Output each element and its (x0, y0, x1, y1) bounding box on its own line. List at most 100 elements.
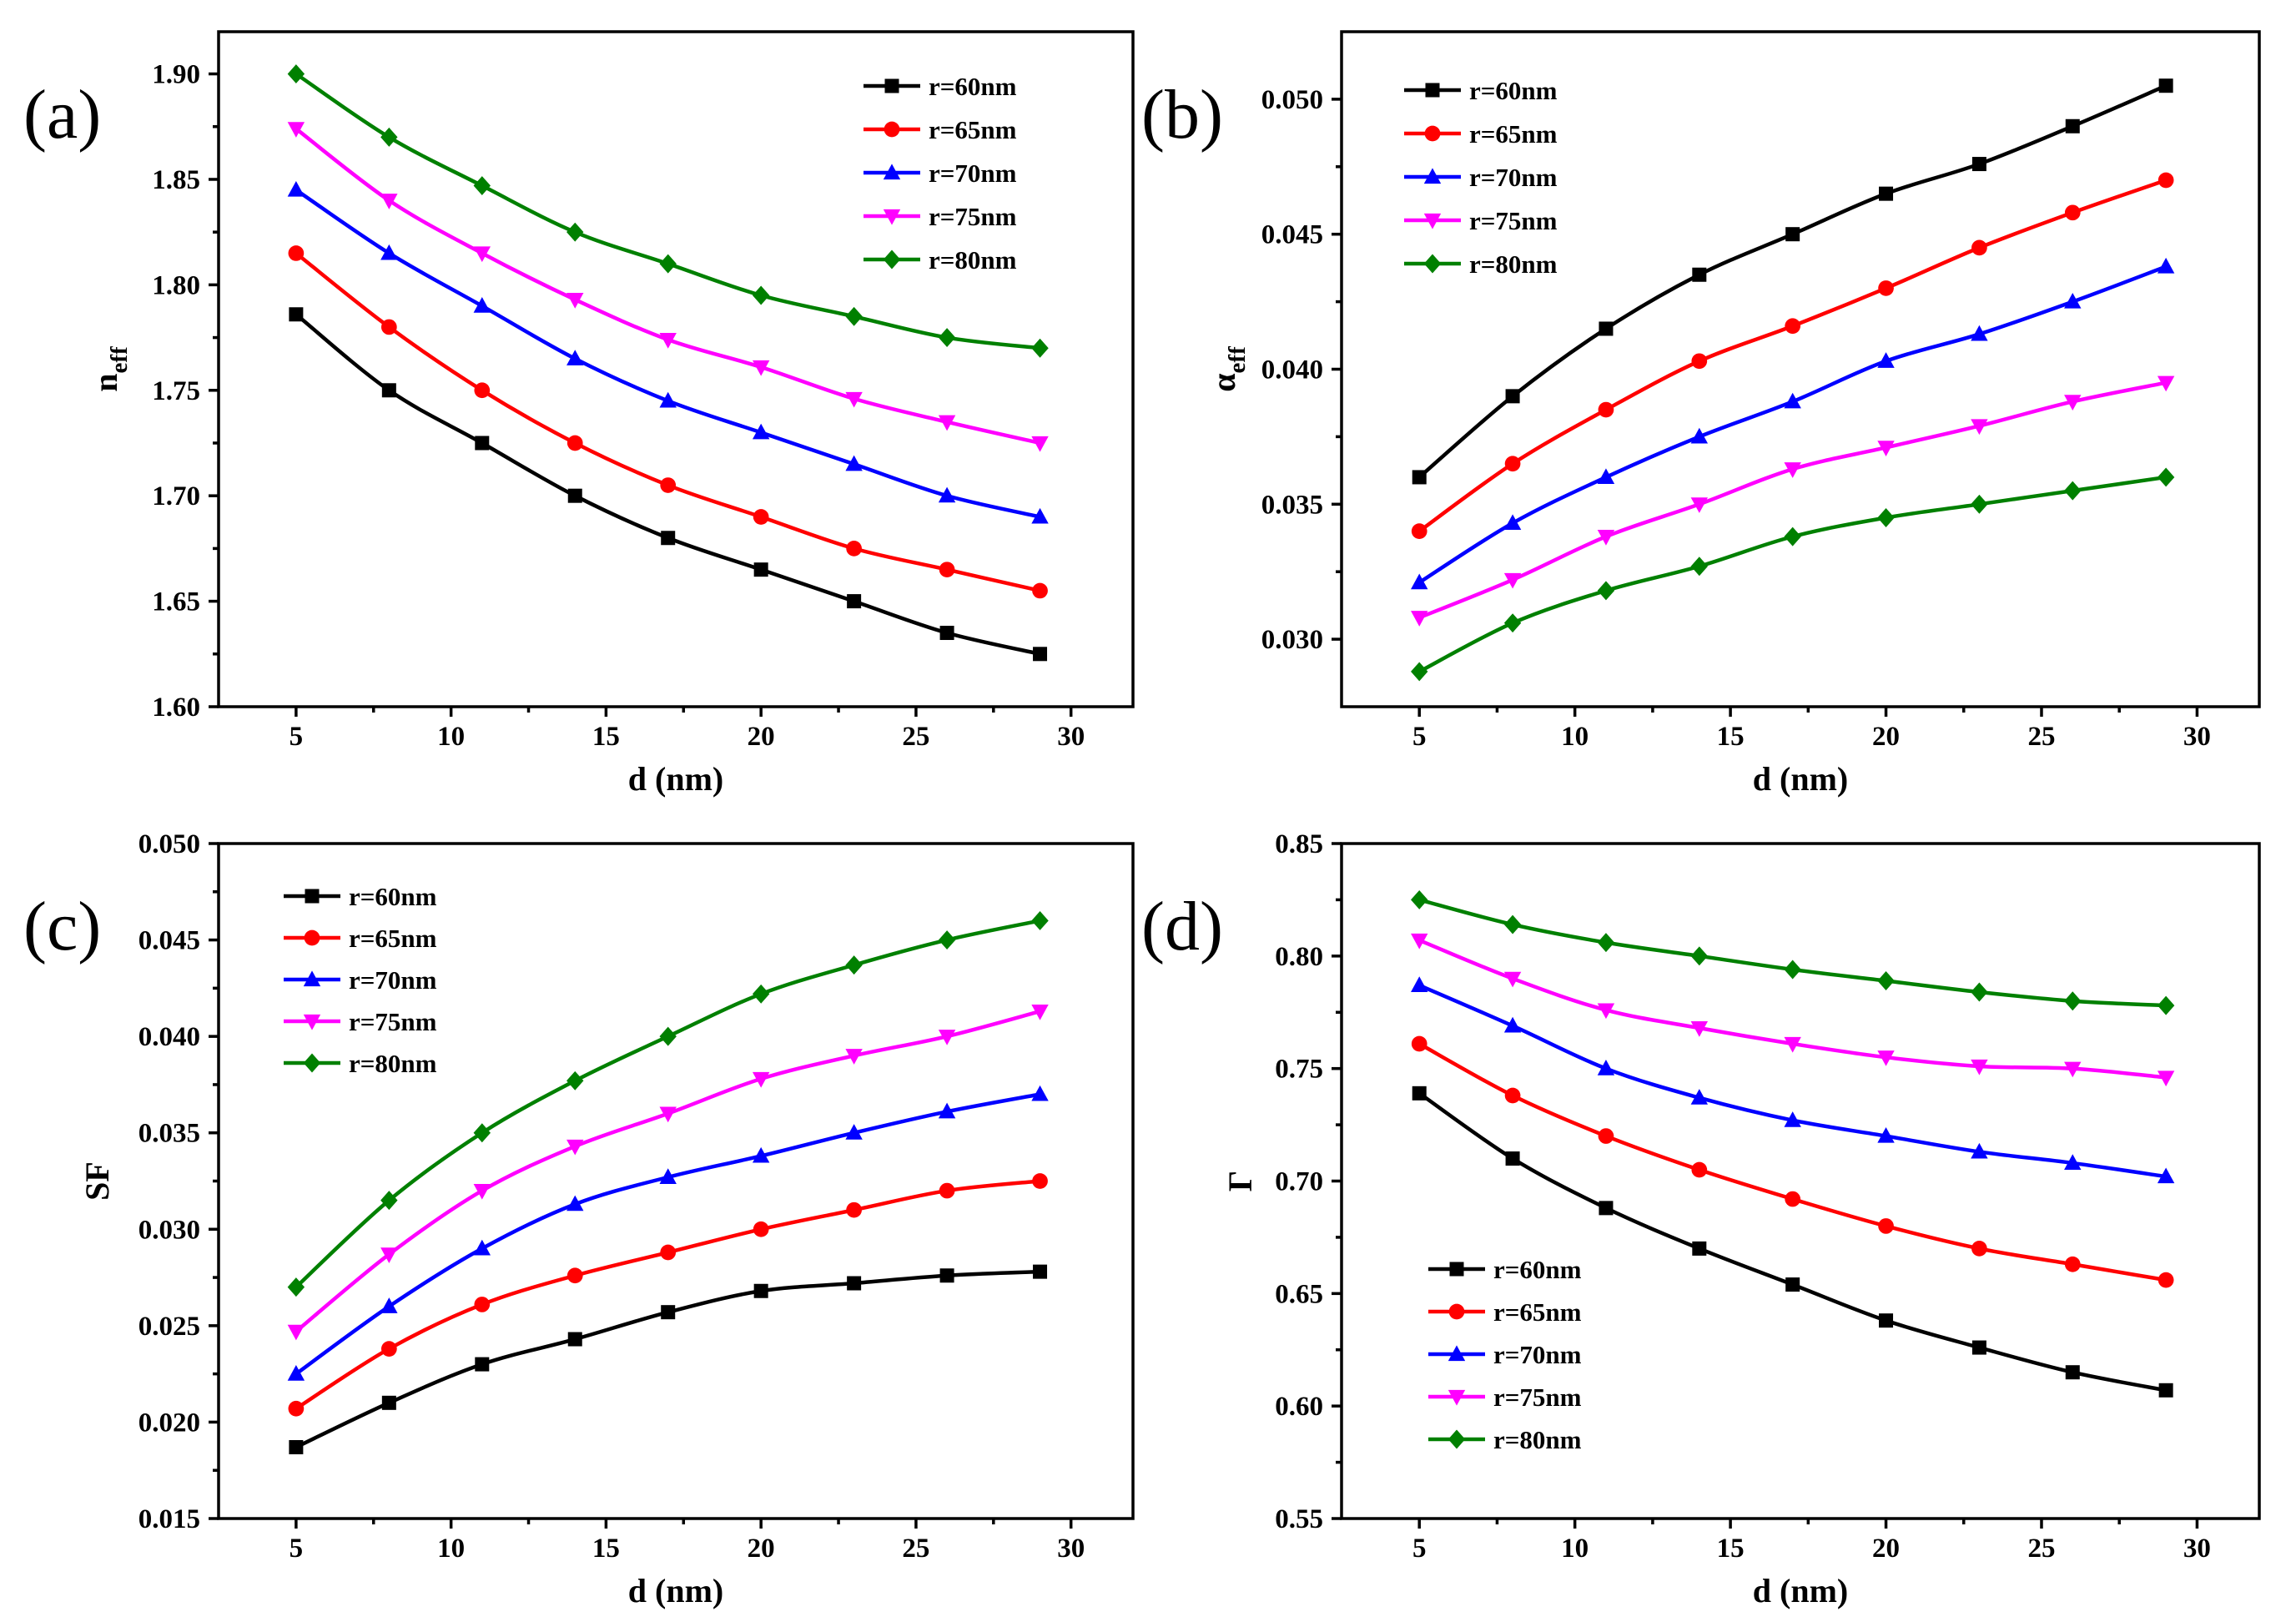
panel-b-legend-item: r=80nm (1404, 249, 1558, 279)
panel-b-xtick-label: 10 (1561, 722, 1589, 752)
panel-b-series-3-point (1597, 468, 1615, 485)
panel-b-series-4-point (1971, 419, 1988, 436)
panel-a-legend-marker (883, 164, 901, 180)
panel-d-series-4-point (1411, 933, 1428, 950)
panel-b-xtick-label: 15 (1717, 722, 1745, 752)
panel-b-series-5-point (2157, 467, 2175, 487)
panel-c-ytick-label: 0.035 (138, 1119, 200, 1149)
panel-d-xtick-label: 10 (1561, 1534, 1589, 1564)
panel-c-legend-item: r=75nm (284, 1007, 437, 1036)
panel-c-series-3-point (473, 1239, 491, 1256)
panel-d-series-1-point (1785, 1277, 1800, 1292)
panel-b-series-2-point (1971, 239, 1987, 256)
panel-c-series-1 (289, 1264, 1048, 1454)
panel-d-series-5-line (1417, 898, 2168, 1008)
panel-a-xlabel: d (nm) (628, 760, 723, 798)
panel-d-legend-marker (1449, 1262, 1464, 1277)
panel-d-series-2-point (1971, 1241, 1987, 1257)
panel-c-series-1-point (475, 1357, 490, 1372)
panel-b-series-4-line (1417, 380, 2168, 620)
panel-c-series-2-point (380, 1341, 397, 1357)
panel-d-xtick-label: 30 (2183, 1534, 2211, 1564)
panel-b-series-4-point (1503, 572, 1522, 589)
panel-d-series-3-point (2064, 1154, 2082, 1171)
panel-a-legend-item: r=65nm (864, 115, 1017, 144)
panel-d-xtick-label: 15 (1717, 1534, 1745, 1564)
panel-b-ytick-label: 0.045 (1261, 220, 1323, 250)
panel-a-frame (217, 30, 1135, 708)
panel-a-series-5-point (287, 64, 305, 84)
panel-c-xtick-label: 5 (290, 1534, 304, 1564)
panel-b-series-5-point (1971, 494, 1988, 514)
panel-c-series-4-point (473, 1183, 491, 1200)
panel-b-series-5-point (1784, 526, 1801, 547)
panel-c-series-1-point (847, 1276, 862, 1291)
panel-a-series-1-point (939, 626, 954, 641)
panel-a-series-5-point (752, 285, 770, 305)
panel-b-series-2-point (2064, 204, 2081, 221)
panel-c-series-2-point (474, 1297, 491, 1312)
panel-d-series-1-point (1692, 1241, 1707, 1256)
panel-b-xtick-label: 20 (1872, 722, 1900, 752)
panel-a-series-1-point (661, 531, 676, 546)
panel-a-series-3-point (845, 455, 863, 471)
panel-c-series-3-point (380, 1297, 398, 1313)
panel-c-series-2-point (846, 1201, 862, 1218)
panel-b-ytick-label: 0.050 (1261, 85, 1323, 115)
panel-a-series-2-point (380, 319, 397, 335)
panel-d-series-4-point (2064, 1061, 2082, 1078)
panel-a-series-4-point (659, 333, 677, 349)
panel-b-series-4 (1411, 375, 2175, 627)
panel-a-xtick-label: 30 (1057, 722, 1085, 752)
panel-b-series-4-point (1784, 462, 1801, 478)
panel-a-series-1-point (567, 488, 582, 503)
panel-c-legend-label: r=65nm (349, 924, 437, 953)
panel-a-ytick-label: 1.60 (152, 693, 200, 723)
panel-d-xtick-label: 25 (2027, 1534, 2055, 1564)
panel-d-ytick-label: 0.65 (1275, 1279, 1323, 1309)
panel-a-series-5-point (380, 127, 398, 147)
panel-d-series-5-point (2064, 991, 2082, 1011)
panel-a-legend-marker (884, 78, 899, 93)
panel-c-series-1-point (567, 1332, 582, 1347)
panel-d-xtick-label: 20 (1872, 1534, 1900, 1564)
panel-c-series-5-point (566, 1070, 584, 1091)
panel-d-label: (d) (1141, 888, 1223, 965)
panel-a-series-1-line (294, 312, 1042, 657)
panel-d-series-4-point (1971, 1059, 1988, 1075)
panel-b-series-3-point (1784, 392, 1801, 409)
panel-c-ytick-label: 0.045 (138, 926, 200, 956)
panel-b-xtick-label: 25 (2027, 722, 2055, 752)
panel-d-series-2-point (1411, 1035, 1427, 1052)
panel-b-xtick-label: 5 (1412, 722, 1427, 752)
panel-b: 5 10 15 20 25 30 0.030 0.035 0.040 0.045 0.050 d (n… (1141, 30, 2261, 798)
panel-b-series-1-point (1505, 389, 1520, 404)
panel-b-series-2 (1411, 172, 2174, 540)
panel-b-series-3-point (2064, 292, 2082, 309)
panel-b-ylabel-main: α (1205, 373, 1242, 391)
panel-d-series-3-point (1784, 1111, 1801, 1127)
panel-d-series-4-point (1690, 1021, 1709, 1037)
panel-b-series-5-line (1417, 475, 2168, 674)
panel-c: 5 10 15 20 25 30 0.015 0.020 0.025 0.030 0.035 0.04… (23, 829, 1135, 1609)
panel-d-series-1-point (1879, 1313, 1894, 1328)
panel-c-series-4-point (566, 1139, 584, 1156)
panel-a-series-4-point (1031, 436, 1049, 452)
panel-c-series-3-point (938, 1102, 956, 1119)
panel-b-series-1 (1412, 78, 2173, 485)
panel-a-ytick-label: 1.90 (152, 60, 200, 90)
panel-b-legend-label: r=65nm (1469, 119, 1558, 149)
panel-a-series-4-point (473, 246, 491, 263)
panel-a-series-2-line (294, 251, 1042, 593)
panel-d-legend-label: r=70nm (1493, 1340, 1582, 1369)
panel-b-series-4-point (2064, 395, 2082, 411)
panel-a-legend-label: r=80nm (929, 245, 1017, 275)
panel-c-series-5-point (845, 955, 863, 975)
panel-a-series-2-point (1032, 582, 1048, 599)
panel-b-series-3-point (1877, 352, 1895, 368)
panel-b-series-4-point (2157, 375, 2175, 392)
panel-a-ylabel: neff (87, 346, 133, 392)
panel-d-series-2-point (1598, 1128, 1614, 1144)
panel-c-legend-item: r=60nm (284, 882, 437, 911)
panel-a-series-5 (287, 64, 1049, 358)
